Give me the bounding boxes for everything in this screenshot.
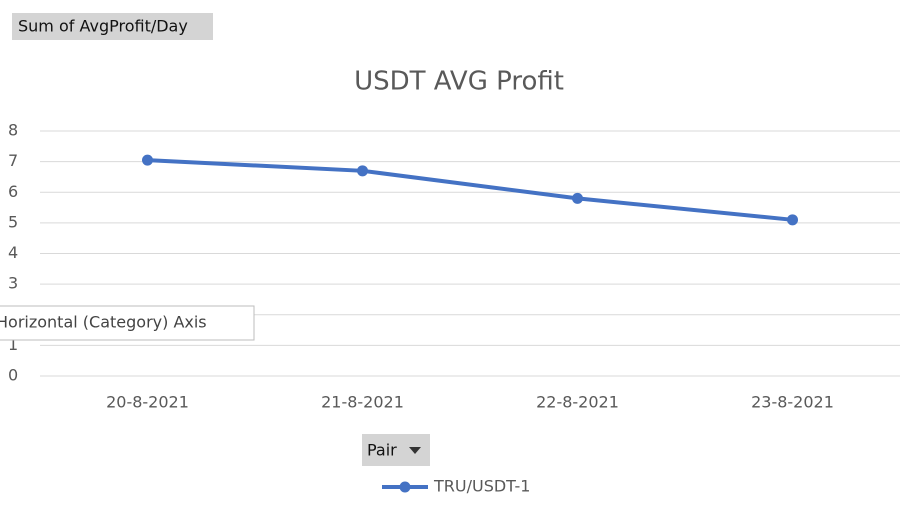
series-line <box>147 158 793 222</box>
field-button-bg[interactable] <box>12 13 213 40</box>
y-tick-label: 1 <box>8 335 18 354</box>
x-tick-label: 21-8-2021 <box>321 393 404 412</box>
y-tick-label: 4 <box>8 243 18 262</box>
x-tick-label: 23-8-2021 <box>751 393 834 412</box>
y-tick-label: 8 <box>8 121 18 140</box>
dropdown-arrow[interactable] <box>409 447 421 454</box>
pair-button-bg[interactable] <box>362 434 430 466</box>
y-tick-label: 7 <box>8 151 18 170</box>
pair-button[interactable]: Pair <box>367 441 397 460</box>
legend-label: TRU/USDT-1 <box>433 477 530 496</box>
x-tick-label: 20-8-2021 <box>106 393 189 412</box>
y-tick-label: 6 <box>8 182 18 201</box>
data-point <box>357 165 368 177</box>
y-tick-label: 0 <box>8 366 18 385</box>
y-tick-label: 5 <box>8 212 18 231</box>
data-point <box>572 192 583 204</box>
chart-title: USDT AVG Profit <box>354 67 564 97</box>
data-point <box>787 214 798 226</box>
y-tick-label: 3 <box>8 274 18 293</box>
tooltip-box <box>0 305 255 341</box>
tooltip: Horizontal (Category) Axis <box>0 313 207 332</box>
field-button[interactable]: Sum of AvgProfit/Day <box>18 17 188 36</box>
legend-marker <box>399 481 411 493</box>
x-tick-label: 22-8-2021 <box>536 393 619 412</box>
data-point <box>142 154 153 166</box>
